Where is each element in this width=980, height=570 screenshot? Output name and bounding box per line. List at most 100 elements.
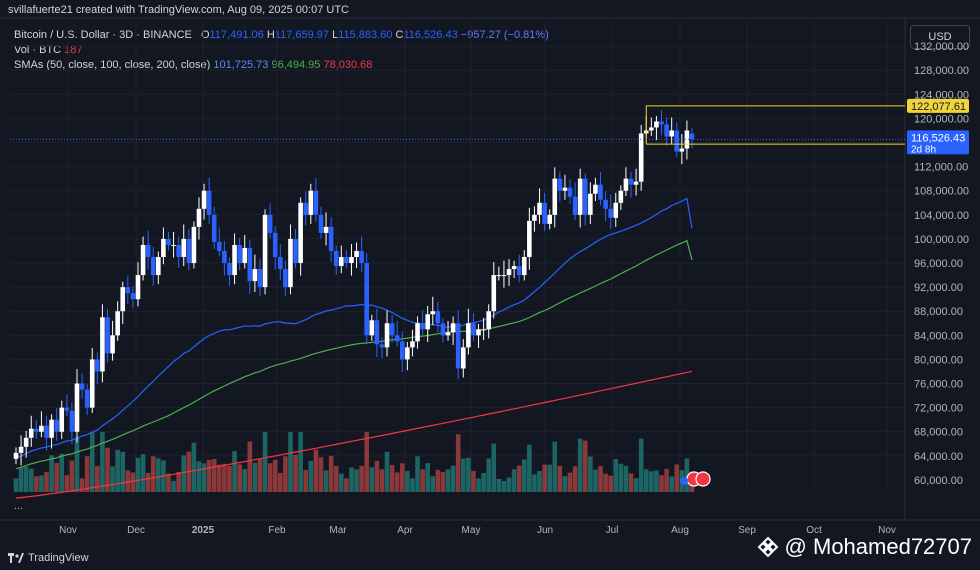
- volume-bar: [664, 468, 669, 492]
- candle-body: [394, 335, 400, 342]
- candle-body: [572, 196, 578, 215]
- candle-body: [588, 193, 593, 215]
- y-tick-label: 64,000.00: [914, 451, 963, 463]
- more-indicators-dots[interactable]: ...: [14, 500, 24, 512]
- volume-bar: [227, 465, 232, 492]
- volume-bar: [460, 458, 466, 492]
- volume-bar: [577, 438, 583, 492]
- volume-bar: [140, 454, 146, 492]
- candle-body: [338, 257, 344, 267]
- volume-bar: [450, 465, 456, 492]
- y-tick-label: 68,000.00: [914, 427, 963, 439]
- us-flag-event-icon: [695, 471, 711, 487]
- volume-bar: [435, 469, 441, 492]
- candle-body: [476, 329, 481, 336]
- x-tick-label: Sep: [738, 525, 756, 536]
- volume-bar: [283, 456, 288, 492]
- currency-button[interactable]: USD: [910, 25, 970, 49]
- volume-bar: [527, 444, 532, 492]
- candle-body: [527, 220, 532, 257]
- candle-body: [466, 323, 471, 348]
- high-label: H: [266, 29, 275, 41]
- open-label: O: [200, 29, 210, 41]
- candle-body: [125, 287, 131, 294]
- candle-body: [359, 250, 364, 264]
- sma200-value: 78,030.68: [323, 59, 373, 71]
- candle-body: [613, 202, 619, 218]
- tradingview-brand: TradingView: [8, 552, 89, 564]
- volume-bar: [369, 467, 375, 492]
- volume-value: 187: [64, 44, 83, 56]
- candle-body: [69, 410, 75, 432]
- volume-bar: [49, 455, 54, 492]
- candle-body: [649, 127, 654, 131]
- volume-row[interactable]: Vol · BTC 187: [14, 43, 549, 58]
- volume-bar: [23, 466, 29, 492]
- candle-body: [84, 389, 90, 408]
- candle-body: [232, 244, 237, 276]
- candle-body: [156, 257, 161, 276]
- volume-bar: [674, 464, 680, 492]
- volume-bar: [354, 469, 359, 492]
- y-tick-label: 80,000.00: [914, 354, 963, 366]
- sma-row[interactable]: SMAs (50, close, 100, close, 200, close)…: [14, 58, 549, 73]
- x-tick-label: Jul: [606, 525, 619, 536]
- volume-bar: [405, 470, 410, 492]
- candle-body: [471, 323, 476, 336]
- volume-bar: [638, 438, 644, 492]
- volume-bar: [547, 464, 552, 492]
- volume-bar: [252, 462, 258, 492]
- candle-body: [64, 407, 70, 411]
- volume-bar: [156, 458, 161, 492]
- volume-bar: [150, 456, 156, 492]
- volume-bar: [669, 476, 674, 492]
- candle-body: [399, 341, 405, 360]
- candle-body: [532, 214, 537, 221]
- candle-body: [521, 257, 527, 276]
- candle-body: [257, 269, 263, 288]
- candle-body: [323, 226, 329, 233]
- candle-body: [186, 238, 192, 264]
- candle-body: [242, 247, 248, 264]
- candle-body: [150, 257, 156, 276]
- volume-bar: [232, 451, 237, 492]
- candle-body: [39, 425, 44, 432]
- volume-label: Vol · BTC: [14, 44, 62, 56]
- volume-bar: [511, 469, 517, 492]
- candle-body: [501, 275, 507, 277]
- volume-bar: [598, 466, 603, 492]
- volume-bar: [537, 470, 542, 492]
- volume-bar: [628, 473, 634, 492]
- candle-body: [171, 244, 176, 246]
- candle-body: [89, 359, 95, 408]
- volume-bar: [516, 465, 522, 492]
- candle-body: [278, 257, 283, 270]
- candle-body: [237, 244, 242, 264]
- x-tick-label: Aug: [671, 525, 689, 536]
- candle-body: [201, 190, 207, 209]
- volume-bar: [425, 463, 430, 492]
- volume-bar: [338, 473, 344, 492]
- sma50-value: 101,725.73: [213, 59, 269, 71]
- symbol-row[interactable]: Bitcoin / U.S. Dollar · 3D · BINANCE O11…: [14, 28, 549, 43]
- volume-bar: [506, 477, 512, 492]
- candle-body: [633, 181, 639, 185]
- candle-body: [49, 419, 54, 438]
- candle-body: [425, 314, 430, 330]
- candle-body: [145, 244, 151, 257]
- candle-body: [628, 178, 634, 185]
- candle-body: [333, 250, 339, 267]
- candle-body: [577, 178, 583, 215]
- candle-body: [28, 428, 34, 438]
- volume-bar: [588, 456, 593, 492]
- volume-bar: [217, 464, 222, 492]
- bar-countdown: 2d 8h: [911, 144, 936, 155]
- candle-body: [659, 121, 664, 125]
- volume-bar: [328, 455, 334, 492]
- x-tick-label: Nov: [59, 525, 77, 536]
- x-tick-label: Oct: [806, 525, 822, 536]
- volume-bar: [115, 449, 120, 492]
- tradingview-logo-icon: [8, 553, 24, 563]
- volume-bar: [125, 470, 131, 492]
